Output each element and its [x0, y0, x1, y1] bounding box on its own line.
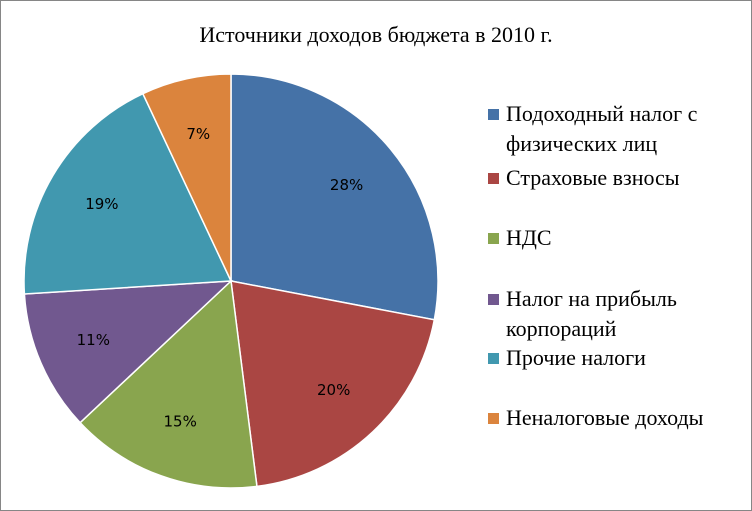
pie-label-6: 7% [186, 125, 210, 143]
pie-label-1: 28% [330, 176, 363, 194]
pie-slice-3 [79, 279, 258, 489]
legend-swatch [488, 353, 499, 364]
legend-label: Неналоговые доходы [506, 405, 704, 430]
legend-label: Налог на прибыль корпораций [506, 286, 677, 341]
pie-label-3: 15% [164, 413, 197, 431]
legend-label: Страховые взносы [506, 165, 680, 190]
legend-label: НДС [506, 225, 552, 250]
pie-slices [23, 73, 439, 489]
pie-labels: 28% 20% 15% 11% 19% 7% [77, 125, 364, 431]
pie-label-5: 19% [85, 195, 118, 213]
legend-swatch [488, 294, 499, 305]
chart-title: Источники доходов бюджета в 2010 г. [199, 22, 553, 47]
pie-slice-2 [230, 280, 436, 488]
legend-swatch [488, 233, 499, 244]
pie-label-2: 20% [317, 381, 350, 399]
legend-label: Прочие налоги [506, 345, 646, 370]
pie-slice-6 [141, 73, 232, 282]
pie-slice-5 [23, 92, 233, 295]
legend-label: Подоходный налог с физических лиц [506, 101, 698, 156]
legend-swatch [488, 173, 499, 184]
pie-label-4: 11% [77, 331, 110, 349]
legend-swatch [488, 413, 499, 424]
pie-slice-1 [230, 73, 439, 321]
pie-slice-4 [23, 280, 234, 424]
legend-swatch [488, 109, 499, 120]
